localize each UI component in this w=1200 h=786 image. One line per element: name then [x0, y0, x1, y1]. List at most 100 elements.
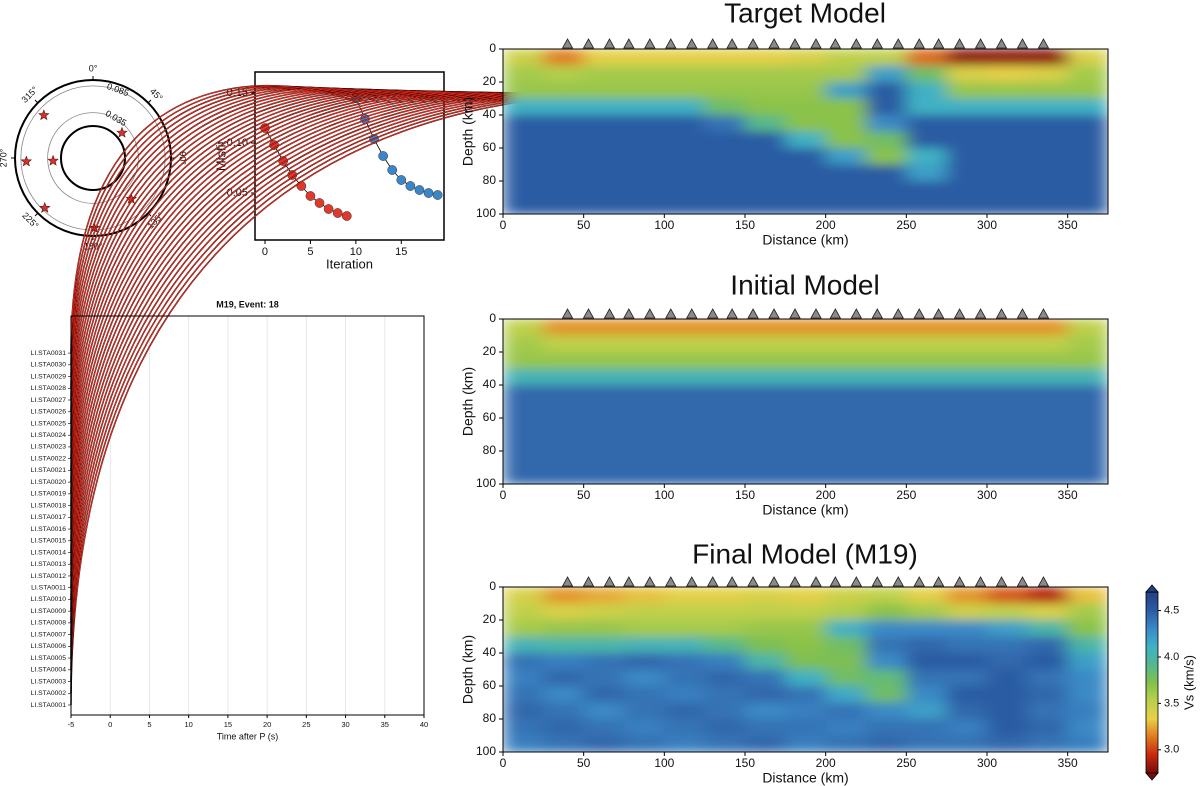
x-tick-label: 200 [816, 218, 836, 232]
heatmap-cell [906, 434, 948, 452]
heatmap-cell [785, 82, 827, 100]
heatmap-cell [704, 702, 746, 720]
synthetic-trace [70, 90, 520, 518]
synthetic-trace [70, 86, 391, 389]
heatmap-cells [503, 319, 1108, 484]
heatmap-cell [583, 620, 625, 638]
heatmap-cell [704, 98, 746, 116]
station-label: LI.STA0018 [31, 502, 67, 509]
heatmap-cell [1067, 669, 1108, 687]
heatmap-cell [745, 636, 786, 654]
heatmap-cell [543, 587, 585, 605]
heatmap-cell [987, 467, 1028, 484]
heatmap-cell [664, 467, 706, 484]
heatmap-cell [745, 115, 786, 133]
heatmap-cell [543, 148, 585, 166]
synthetic-trace [70, 89, 473, 471]
heatmap-cell [503, 636, 544, 654]
heatmap-cell [987, 368, 1028, 386]
heatmap-cell [664, 686, 706, 704]
heatmap-cell [543, 620, 585, 638]
heatmap-cell [906, 49, 948, 67]
y-tick-label: 20 [483, 74, 497, 88]
station-marker [913, 308, 925, 319]
station-marker [623, 38, 635, 49]
y-tick-label: 20 [483, 612, 497, 626]
heatmap-cell [583, 98, 625, 116]
heatmap-cell [946, 319, 988, 337]
heatmap-cell [785, 669, 827, 687]
heatmap-cell [543, 98, 585, 116]
heatmap-cell [1027, 82, 1069, 100]
y-tick-label: 0 [489, 579, 496, 593]
station-marker [953, 576, 966, 587]
heatmap-cell [987, 653, 1028, 671]
station-marker [829, 38, 842, 49]
heatmap-cell [987, 49, 1028, 67]
synthetic-trace [70, 88, 438, 436]
heatmap-cell [745, 587, 786, 605]
heatmap-cell [664, 735, 706, 752]
heatmap-cell [583, 418, 625, 436]
heatmap-cell [624, 620, 665, 638]
colorbar-tick-label: 4.5 [1164, 604, 1179, 616]
heatmap-cell [946, 82, 988, 100]
heatmap-cell [543, 131, 585, 149]
station-label: LI.STA0002 [31, 690, 67, 697]
station-marker [623, 576, 635, 587]
station-marker [644, 576, 656, 587]
x-tick-label: 25 [302, 720, 310, 729]
heatmap-cell [704, 352, 746, 370]
station-label: LI.STA0007 [31, 631, 67, 638]
heatmap-cell [543, 451, 585, 469]
heatmap-cell [543, 418, 585, 436]
heatmap-cell [987, 197, 1028, 214]
heatmap-cell [946, 467, 988, 484]
heatmap-cell [543, 197, 585, 214]
heatmap-cell [704, 368, 746, 386]
heatmap-cell [503, 82, 544, 100]
heatmap-cell [987, 669, 1028, 687]
heatmap-cell [825, 368, 867, 386]
heatmap-cell [866, 702, 907, 720]
station-marker [726, 576, 738, 587]
heatmap-cell [866, 82, 907, 100]
station-label: LI.STA0023 [31, 444, 67, 451]
heatmap-cell [906, 719, 948, 737]
heatmap-cell [664, 669, 706, 687]
heatmap-cell [825, 164, 867, 182]
station-marker [686, 308, 698, 319]
heatmap-cell [583, 352, 625, 370]
heatmap-cell [543, 164, 585, 182]
heatmap-cell [946, 335, 988, 353]
heatmap-cell [946, 352, 988, 370]
heatmap-cell [664, 352, 706, 370]
station-marker [747, 576, 759, 587]
x-tick-label: 250 [896, 218, 916, 232]
heatmap-cell [785, 686, 827, 704]
x-tick-label: 350 [1058, 756, 1078, 770]
heatmap-cell [543, 65, 585, 83]
heatmap-cell [583, 669, 625, 687]
heatmap-cell [1067, 451, 1108, 469]
heatmap-cell [946, 115, 988, 133]
y-tick-label: 80 [483, 173, 497, 187]
heatmap-cell [745, 434, 786, 452]
x-tick-label: 10 [350, 246, 362, 258]
heatmap-cell [1067, 197, 1108, 214]
heatmap-cell [624, 587, 665, 605]
heatmap-cell [624, 181, 665, 199]
x-tick-label: 150 [735, 218, 755, 232]
heatmap-cell [906, 82, 948, 100]
heatmap-cell [1067, 702, 1108, 720]
heatmap-cell [825, 702, 867, 720]
heatmap-cell [1027, 418, 1069, 436]
heatmap-cell [624, 603, 665, 621]
station-marker [829, 308, 842, 319]
station-marker [850, 576, 862, 587]
x-tick-label: 250 [896, 488, 916, 502]
station-marker [561, 308, 574, 319]
heatmap-cell [704, 49, 746, 67]
heatmap-cell [583, 467, 625, 484]
